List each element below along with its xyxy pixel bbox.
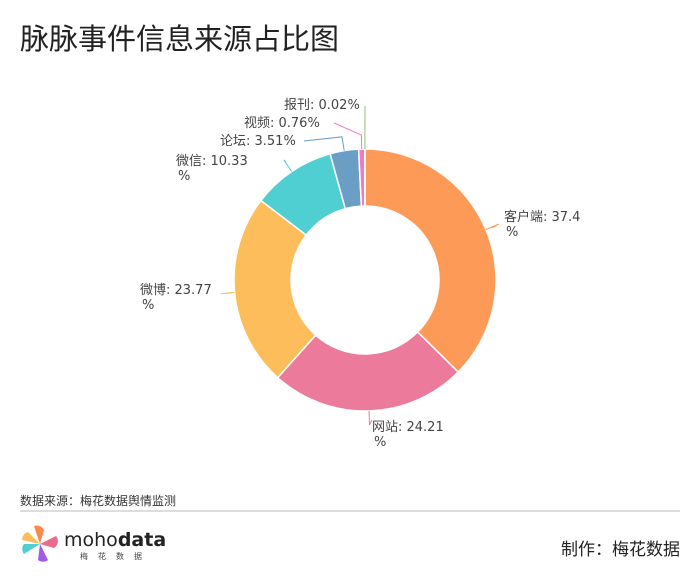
leader-line bbox=[485, 223, 500, 230]
leader-line bbox=[368, 410, 373, 426]
leader-line bbox=[303, 136, 345, 151]
brand-light: moho bbox=[64, 529, 118, 551]
data-label: 视频: 0.76% bbox=[244, 116, 320, 131]
data-label: 网站: 24.21% bbox=[372, 420, 444, 450]
data-label: 客户端: 37.4% bbox=[504, 210, 581, 240]
data-source: 数据来源：梅花数据舆情监测 bbox=[20, 494, 177, 508]
brand-bold: data bbox=[117, 529, 167, 551]
maker-credit: 制作：梅花数据 bbox=[561, 540, 680, 560]
leader-line bbox=[220, 291, 235, 295]
leader-line bbox=[283, 159, 293, 172]
slice-微博 bbox=[233, 199, 317, 379]
brand-subtitle: 梅花数据 bbox=[80, 552, 152, 561]
data-label: 报刊: 0.02% bbox=[284, 98, 360, 113]
chart-title: 脉脉事件信息来源占比图 bbox=[20, 22, 340, 56]
slice-网站 bbox=[276, 330, 460, 412]
divider bbox=[20, 510, 680, 512]
data-label: 微博: 23.77% bbox=[140, 283, 212, 313]
slice-客户端 bbox=[364, 148, 497, 374]
donut-chart bbox=[220, 105, 500, 426]
leader-line bbox=[333, 122, 363, 150]
data-label: 论坛: 3.51% bbox=[220, 134, 296, 149]
brand-name: mohodata bbox=[64, 529, 166, 551]
data-label: 微信: 10.33% bbox=[176, 154, 248, 184]
mohodata-logo-icon bbox=[21, 525, 58, 562]
